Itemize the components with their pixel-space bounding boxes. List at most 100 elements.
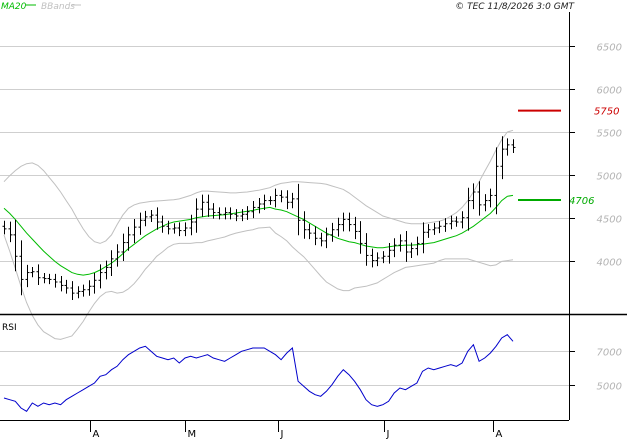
ohlc-bar bbox=[409, 242, 414, 258]
ohlc-bar bbox=[70, 281, 75, 300]
ohlc-bar bbox=[104, 260, 109, 280]
ohlc-bar bbox=[505, 138, 510, 156]
ohlc-bar bbox=[25, 264, 30, 288]
ohlc-bar bbox=[426, 224, 431, 238]
price-series bbox=[3, 129, 514, 340]
ohlc-bar bbox=[47, 273, 52, 285]
ohlc-bar bbox=[206, 194, 211, 217]
ohlc-bar bbox=[466, 187, 471, 231]
ohlc-bar bbox=[64, 279, 69, 294]
ohlc-bar bbox=[240, 209, 245, 222]
price-tick-label: 6500 bbox=[597, 43, 622, 54]
ohlc-bar bbox=[109, 250, 114, 276]
ohlc-bar bbox=[19, 240, 24, 296]
ohlc-bar bbox=[30, 267, 35, 278]
ohlc-bar bbox=[36, 264, 41, 285]
ohlc-bar bbox=[143, 210, 148, 227]
price-tick-label: 6000 bbox=[597, 86, 622, 97]
ohlc-bar bbox=[307, 223, 312, 240]
x-tick-label: J bbox=[386, 429, 390, 440]
rsi-tick-label: 5000 bbox=[597, 382, 622, 393]
ohlc-bar bbox=[500, 136, 505, 180]
ohlc-bar bbox=[313, 226, 318, 246]
ohlc-bar bbox=[511, 139, 516, 153]
legend-bbands-label: BBands bbox=[41, 2, 75, 12]
ohlc-bar bbox=[268, 196, 273, 205]
price-annotations: 5750 4706 bbox=[518, 107, 619, 207]
ohlc-bar bbox=[432, 222, 437, 235]
ohlc-bar bbox=[245, 206, 250, 220]
ohlc-bar bbox=[92, 273, 97, 294]
ohlc-bar bbox=[381, 251, 386, 264]
ohlc-bar bbox=[336, 217, 341, 237]
price-tick-label: 4500 bbox=[597, 215, 622, 226]
ohlc-bar bbox=[392, 238, 397, 258]
rsi-y-axis: 5000 7000 bbox=[569, 348, 622, 393]
ohlc-bar bbox=[477, 181, 482, 216]
ohlc-bar bbox=[358, 221, 363, 254]
ohlc-bar bbox=[98, 264, 103, 289]
rsi-tick-label: 7000 bbox=[597, 348, 622, 359]
ma20-line bbox=[3, 194, 514, 276]
copyright-text: © TEC 11/8/2026 3:0 GMT bbox=[455, 2, 575, 12]
ohlc-bar bbox=[223, 207, 228, 220]
ohlc-bar bbox=[160, 215, 165, 233]
price-panel: 4000 4500 5000 5500 6000 6500 5750 4706 bbox=[0, 43, 622, 340]
ohlc-bar bbox=[8, 221, 13, 243]
rsi-panel: RSI 5000 7000 bbox=[0, 323, 622, 412]
ohlc-bar bbox=[42, 273, 47, 284]
ohlc-bar bbox=[121, 233, 126, 261]
ohlc-bar bbox=[494, 147, 499, 215]
ohlc-bar bbox=[194, 198, 199, 233]
ohlc-bar bbox=[483, 194, 488, 212]
bbands-lower-line bbox=[3, 226, 514, 340]
ohlc-bar bbox=[211, 203, 216, 219]
ohlc-bar bbox=[149, 210, 154, 222]
rsi-grid bbox=[0, 351, 569, 386]
ohlc-bar bbox=[421, 222, 426, 254]
ohlc-bar bbox=[166, 220, 171, 235]
ohlc-bar bbox=[279, 190, 284, 203]
ohlc-bar bbox=[228, 207, 233, 220]
ohlc-bar bbox=[126, 226, 131, 251]
ohlc-bar bbox=[189, 214, 194, 236]
level-label: 4706 bbox=[569, 196, 594, 207]
price-tick-label: 5000 bbox=[597, 172, 622, 183]
ohlc-bar bbox=[302, 211, 307, 239]
ohlc-bar bbox=[319, 232, 324, 247]
ohlc-bar bbox=[155, 207, 160, 230]
ohlc-bar bbox=[324, 227, 329, 249]
ohlc-bar bbox=[200, 194, 205, 217]
rsi-series bbox=[3, 334, 514, 412]
ohlc-bar bbox=[13, 219, 18, 272]
ohlc-bar bbox=[347, 212, 352, 232]
ohlc-bar bbox=[404, 231, 409, 262]
ohlc-bar bbox=[471, 183, 476, 210]
x-tick-label: A bbox=[93, 429, 100, 440]
bbands-upper-line bbox=[3, 129, 514, 244]
ohlc-bar bbox=[290, 192, 295, 209]
ohlc-bar bbox=[296, 183, 301, 236]
ohlc-bar bbox=[460, 211, 465, 229]
ohlc-bar bbox=[2, 220, 7, 235]
ohlc-bar bbox=[353, 216, 358, 240]
ohlc-bar bbox=[488, 188, 493, 208]
ohlc-bar bbox=[172, 223, 177, 234]
price-y-axis: 4000 4500 5000 5500 6000 6500 bbox=[569, 43, 622, 269]
ohlc-bar bbox=[341, 212, 346, 232]
ohlc-bar bbox=[81, 284, 86, 297]
ohlc-bar bbox=[273, 188, 278, 208]
price-bars bbox=[2, 136, 516, 300]
level-label: 5750 bbox=[594, 107, 619, 118]
ohlc-bar bbox=[53, 273, 58, 288]
ohlc-bar bbox=[183, 222, 188, 237]
ohlc-bar bbox=[115, 244, 120, 267]
ohlc-bar bbox=[449, 215, 454, 230]
ohlc-bar bbox=[234, 209, 239, 222]
rsi-line bbox=[3, 334, 514, 412]
ohlc-bar bbox=[364, 233, 369, 266]
ohlc-bar bbox=[138, 212, 143, 235]
ohlc-bar bbox=[285, 190, 290, 210]
